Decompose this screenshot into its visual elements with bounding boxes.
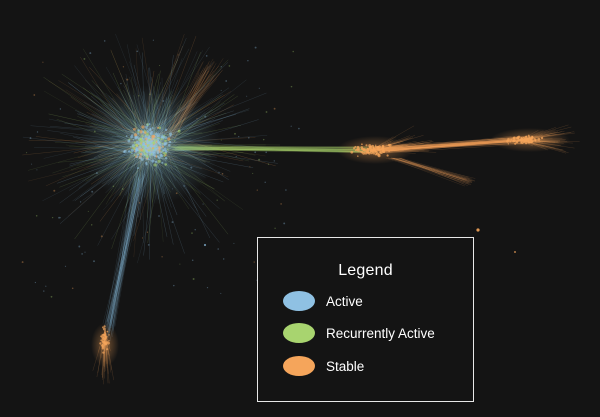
legend: Legend Active Recurrently Active Stable xyxy=(257,237,474,402)
legend-swatch-recurrently-active xyxy=(283,323,315,343)
legend-label-recurrently-active: Recurrently Active xyxy=(326,325,435,341)
legend-entry-recurrently-active: Recurrently Active xyxy=(283,322,435,344)
legend-swatch-active xyxy=(283,291,315,311)
legend-label-active: Active xyxy=(326,293,363,309)
legend-label-stable: Stable xyxy=(326,358,365,374)
network-nodes xyxy=(21,39,544,354)
legend-entry-active: Active xyxy=(283,290,363,312)
legend-entry-stable: Stable xyxy=(283,355,364,377)
legend-title: Legend xyxy=(338,262,393,279)
legend-swatch-stable xyxy=(283,356,315,376)
